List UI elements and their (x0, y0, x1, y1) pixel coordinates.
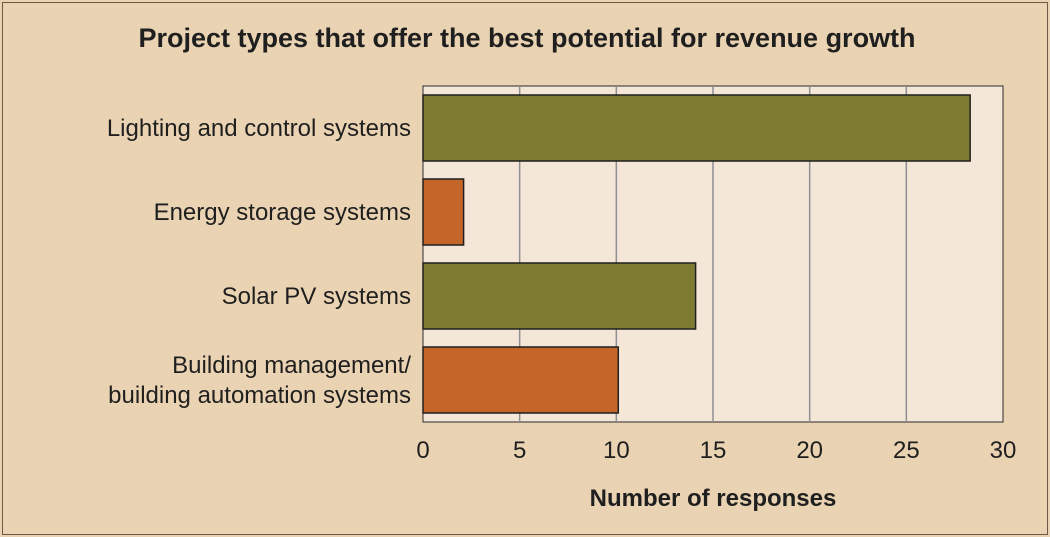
category-label-1: Energy storage systems (154, 199, 411, 226)
category-label-0: Lighting and control systems (107, 115, 411, 142)
x-tick-25: 25 (893, 437, 920, 464)
category-label-3-line-1: building automation systems (108, 382, 411, 409)
x-tick-20: 20 (796, 437, 823, 464)
bar-0 (422, 94, 971, 162)
category-label-3-line-0: Building management/ (172, 352, 411, 379)
x-tick-5: 5 (513, 437, 526, 464)
x-tick-15: 15 (700, 437, 727, 464)
category-label-2: Solar PV systems (222, 283, 411, 310)
bar-2 (422, 262, 697, 330)
x-tick-30: 30 (990, 437, 1017, 464)
chart-title: Project types that offer the best potent… (138, 23, 915, 53)
plot-area: Lighting and control systems Energy stora… (107, 85, 1017, 464)
x-tick-0: 0 (416, 437, 429, 464)
bar-3 (422, 346, 620, 414)
x-tick-10: 10 (603, 437, 630, 464)
x-axis-label: Number of responses (590, 485, 837, 512)
bar-1 (422, 178, 465, 246)
